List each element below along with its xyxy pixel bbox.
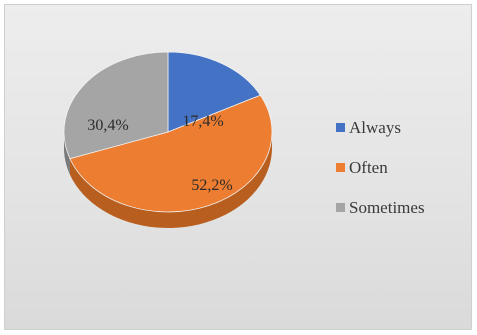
legend-swatch-always: [336, 123, 345, 132]
data-label-sometimes: 30,4%: [87, 117, 128, 134]
legend: Always Often Sometimes: [336, 118, 425, 217]
legend-label-often: Often: [349, 158, 388, 177]
pie-slices: [63, 51, 273, 213]
pie-data-labels: 17,4% 52,2% 30,4%: [87, 113, 232, 194]
pie-chart: 17,4% 52,2% 30,4% Always Often Sometimes: [63, 51, 425, 228]
data-label-always: 17,4%: [182, 113, 223, 130]
pie-side-sometimes: [64, 132, 70, 175]
pie-depth: [64, 132, 273, 228]
data-label-often: 52,2%: [191, 177, 232, 194]
legend-swatch-often: [336, 163, 345, 172]
pie-slice-often: [69, 94, 273, 213]
pie-side-often: [69, 132, 273, 228]
legend-swatch-sometimes: [336, 203, 345, 212]
legend-label-always: Always: [349, 118, 401, 137]
pie-slice-sometimes: [63, 51, 169, 160]
chart-area: 17,4% 52,2% 30,4% Always Often Sometimes: [4, 4, 472, 330]
legend-label-sometimes: Sometimes: [349, 198, 425, 217]
pie-slice-always: [167, 51, 261, 133]
